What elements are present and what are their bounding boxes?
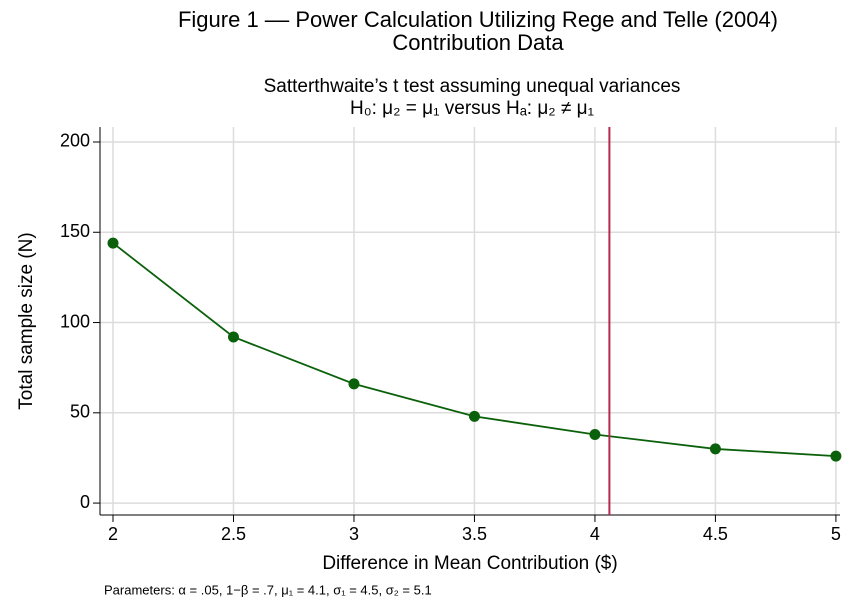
chart-title: Contribution Data <box>392 30 564 55</box>
y-tick-label: 200 <box>60 131 90 151</box>
x-tick-label: 5 <box>831 524 841 544</box>
marker <box>830 450 842 462</box>
y-tick-label: 50 <box>70 402 90 422</box>
marker <box>107 237 119 249</box>
marker <box>709 443 721 455</box>
y-axis-label: Total sample size (N) <box>16 232 37 409</box>
chart-title: Figure 1 –– Power Calculation Utilizing … <box>178 7 778 32</box>
marker <box>227 331 239 343</box>
chart-subtitle: Satterthwaite’s t test assuming unequal … <box>264 76 681 97</box>
marker <box>348 378 360 390</box>
y-tick-label: 0 <box>80 492 90 512</box>
y-tick-label: 100 <box>60 311 90 331</box>
note: Parameters: α = .05, 1−β = .7, μ₁ = 4.1,… <box>104 582 432 597</box>
x-axis-label: Difference in Mean Contribution ($) <box>322 553 617 574</box>
marker <box>589 428 601 440</box>
x-tick-label: 3.5 <box>462 524 487 544</box>
x-tick-label: 2 <box>108 524 118 544</box>
x-tick-label: 4 <box>590 524 600 544</box>
x-tick-label: 3 <box>349 524 359 544</box>
x-tick-label: 2.5 <box>221 524 246 544</box>
y-tick-label: 150 <box>60 221 90 241</box>
x-tick-label: 4.5 <box>703 524 728 544</box>
chart-subtitle: H₀: μ₂ = μ₁ versus Hₐ: μ₂ ≠ μ₁ <box>350 98 594 119</box>
marker <box>468 410 480 422</box>
